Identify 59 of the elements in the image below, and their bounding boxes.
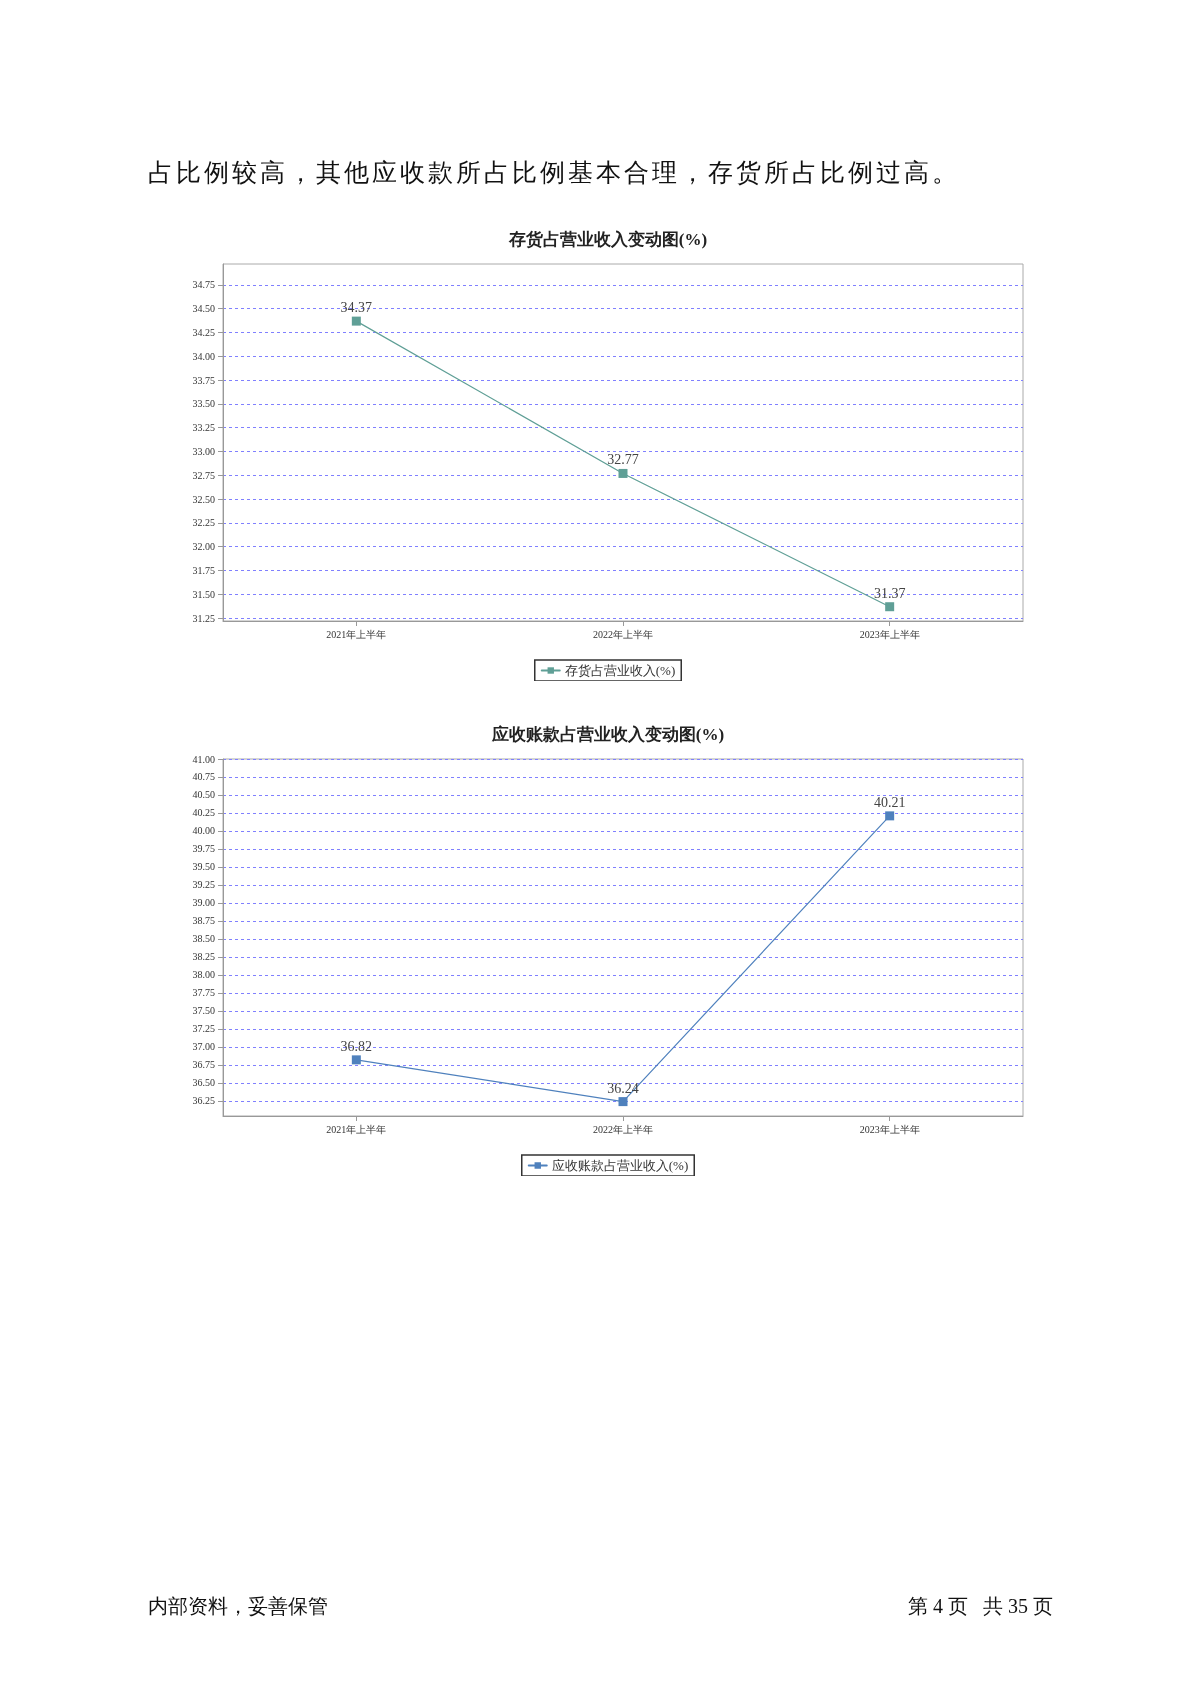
y-tick-label: 37.00	[192, 1041, 215, 1053]
y-tick-label: 31.75	[192, 565, 215, 577]
y-tick-label: 38.25	[192, 951, 215, 963]
x-tick-label: 2022年上半年	[593, 628, 653, 640]
legend-label: 应收账款占营业收入(%)	[551, 1158, 689, 1173]
point	[351, 1055, 361, 1065]
y-tick-label: 36.50	[192, 1077, 215, 1089]
y-tick-label: 34.75	[192, 279, 215, 291]
y-tick-label: 39.00	[192, 897, 215, 909]
y-tick-label: 41.00	[192, 753, 215, 765]
chart-title: 存货占营业收入变动图(%)	[507, 230, 708, 249]
y-tick-label: 38.00	[192, 969, 215, 981]
data-label: 36.82	[340, 1038, 373, 1054]
text: 内部资料，妥善保管	[148, 1594, 328, 1619]
y-tick-label: 38.50	[192, 933, 215, 945]
point	[618, 468, 628, 478]
y-tick-label: 34.00	[192, 350, 215, 362]
y-tick-label: 34.50	[192, 303, 215, 315]
point	[618, 1097, 628, 1107]
y-tick-label: 36.25	[192, 1095, 215, 1107]
point	[885, 602, 895, 612]
y-tick-label: 36.75	[192, 1059, 215, 1071]
text: 占比例较高，其他应收款所占比例基本合理，存货所占比例过高。	[148, 158, 960, 188]
y-tick-label: 40.00	[192, 825, 215, 837]
y-tick-label: 38.75	[192, 915, 215, 927]
y-tick-label: 37.50	[192, 1005, 215, 1017]
y-tick-label: 39.50	[192, 861, 215, 873]
data-label: 34.37	[340, 300, 373, 316]
y-tick-label: 32.75	[192, 469, 215, 481]
point	[885, 811, 895, 821]
x-tick-label: 2023年上半年	[859, 628, 920, 640]
y-tick-label: 32.00	[192, 541, 215, 553]
y-tick-label: 37.25	[192, 1023, 215, 1035]
point	[351, 316, 361, 326]
y-tick-label: 40.50	[192, 789, 215, 801]
y-tick-label: 33.00	[192, 446, 215, 458]
x-tick-label: 2021年上半年	[326, 1123, 387, 1135]
y-tick-label: 31.25	[192, 612, 215, 624]
y-tick-label: 31.50	[192, 588, 215, 600]
y-tick-label: 32.25	[192, 517, 215, 529]
y-tick-label: 34.25	[192, 327, 215, 339]
text: 第 4 页 共 35 页	[908, 1594, 1053, 1619]
data-label: 31.37	[873, 585, 906, 601]
chart-title: 应收账款占营业收入变动图(%)	[490, 725, 725, 744]
x-tick-label: 2021年上半年	[326, 628, 387, 640]
x-tick-label: 2023年上半年	[859, 1123, 920, 1135]
y-tick-label: 32.50	[192, 493, 215, 505]
y-tick-label: 39.75	[192, 843, 215, 855]
y-tick-label: 39.25	[192, 879, 215, 891]
data-label: 40.21	[873, 794, 906, 810]
y-tick-label: 33.75	[192, 374, 215, 386]
data-label: 32.77	[607, 452, 639, 468]
x-tick-label: 2022年上半年	[593, 1123, 653, 1135]
y-tick-label: 37.75	[192, 987, 215, 999]
y-tick-label: 40.75	[192, 771, 215, 783]
y-tick-label: 33.50	[192, 398, 215, 410]
legend-label: 存货占营业收入(%)	[564, 663, 676, 678]
y-tick-label: 33.25	[192, 422, 215, 434]
y-tick-label: 40.25	[192, 807, 215, 819]
